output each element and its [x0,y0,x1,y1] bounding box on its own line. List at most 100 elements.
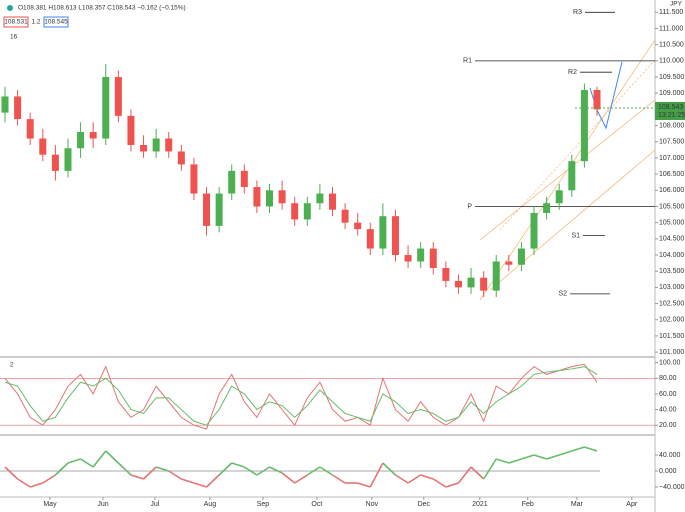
momentum-segment [218,462,233,476]
candle-body [505,261,513,265]
buy-button[interactable] [43,16,69,28]
candle-body [442,267,450,281]
candle-body [127,115,135,145]
momentum-segment [243,466,258,476]
candle-body [391,216,399,256]
candle-body [568,161,576,191]
y-tick-label: 111.000 [659,25,683,32]
y-tick-label: 110.500 [659,42,684,49]
countdown-label: 13:21:25 [658,112,685,119]
momentum-segment [168,470,182,480]
pivot-label: R2 [568,69,577,76]
momentum-segment [357,482,371,488]
momentum-segment [130,474,144,480]
candle-body [228,170,236,194]
candle-body [152,138,160,152]
x-tick-label: Sep [257,501,270,508]
candle-body [203,193,211,226]
pivot-label: S1 [571,232,580,239]
momentum-segment [420,474,434,480]
candle-body [517,248,525,265]
momentum-segment [155,466,169,472]
live-dot [7,5,13,11]
candle-body [379,216,387,249]
pivot-label: R3 [573,9,582,16]
candle-body [429,248,437,268]
momentum-segment [17,478,31,488]
momentum-segment [382,462,397,476]
momentum-segment [445,482,459,488]
y-tick-label: 105.000 [659,220,684,227]
candle-body [51,154,59,171]
x-tick-label: Nov [366,501,379,508]
x-tick-label: May [43,501,57,508]
candle-body [278,190,286,204]
momentum-segment [269,466,283,474]
sell-price[interactable]: 108.531 [4,19,28,26]
y-tick-label: 102.500 [659,300,684,307]
momentum-segment [143,466,157,480]
candle-body [165,138,173,152]
candle-body [140,144,148,152]
x-tick-label: Mar [571,501,584,508]
momentum-segment [42,474,56,484]
momentum-segment [395,474,409,484]
y-tick-label: 111.500 [659,9,683,16]
y-tick-label: −40.000 [659,484,685,491]
candle-body [26,119,34,139]
momentum-segment [521,454,535,460]
pivot-label: P [467,203,472,210]
candle-body [593,89,601,110]
momentum-segment [294,474,308,484]
candle-body [190,164,198,194]
candle-body [354,222,362,230]
y-tick-label: 106.500 [659,171,684,178]
momentum-segment [281,472,296,484]
x-tick-label: Jul [150,501,159,508]
pane-label: 16 [10,34,18,41]
candle-body [417,248,425,262]
x-tick-label: Oct [311,501,322,508]
momentum-segment [432,478,447,488]
candle-body [303,203,311,220]
momentum-segment [117,462,132,476]
sell-button[interactable] [3,16,29,28]
y-tick-label: 108.000 [659,122,684,129]
momentum-segment [508,458,522,464]
y-tick-label: 109.500 [659,74,684,81]
y-tick-label: 107.000 [659,155,684,162]
momentum-segment [306,466,321,476]
y-tick-label: 109.000 [659,90,684,97]
candle-body [580,89,588,162]
momentum-segment [54,462,69,476]
momentum-segment [470,466,485,480]
candle-body [328,193,336,210]
y-tick-label: 107.500 [659,139,684,146]
candle-body [215,193,223,226]
x-tick-label: Feb [522,501,534,508]
y-tick-label: 104.000 [659,252,684,259]
momentum-segment [29,482,44,488]
momentum-segment [495,458,510,464]
momentum-segment [533,454,547,460]
candle-body [366,229,374,249]
candle-body [253,187,261,207]
y-tick-label: 80.00 [659,375,677,382]
y-tick-label: 103.500 [659,268,684,275]
candle-body [492,261,500,291]
y-tick-label: 101.500 [659,333,684,340]
candle-body [39,138,47,155]
momentum-segment [80,458,94,468]
pivot-label: S2 [558,291,567,298]
momentum-segment [319,466,333,476]
momentum-segment [256,466,270,476]
momentum-segment [332,474,346,484]
momentum-segment [4,466,19,480]
candle-body [266,190,274,207]
candle-body [404,255,412,262]
buy-price[interactable]: 108.545 [44,19,68,26]
x-tick-label: Dec [418,501,431,508]
y-tick-label: 100.00 [659,360,681,367]
